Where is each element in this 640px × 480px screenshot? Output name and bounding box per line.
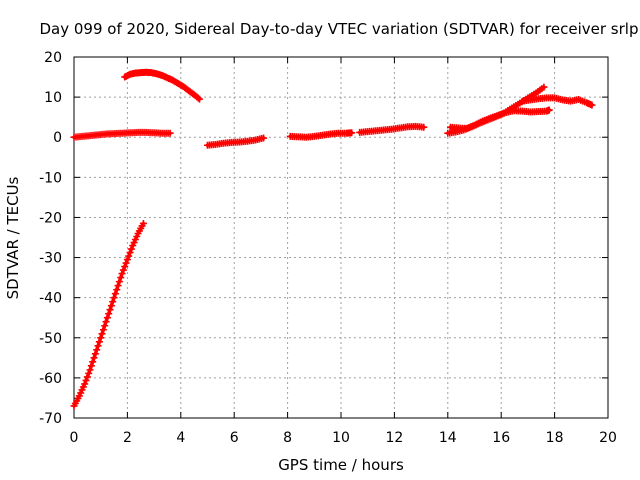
y-tick-label: -60	[39, 371, 62, 387]
data-point	[82, 376, 90, 384]
data-point	[139, 219, 147, 227]
y-tick-label: -40	[39, 291, 62, 307]
x-tick-label: 0	[70, 430, 79, 446]
data-point	[126, 249, 134, 257]
x-tick-label: 6	[230, 430, 239, 446]
data-point	[95, 338, 103, 346]
y-tick-label: -30	[39, 251, 62, 267]
y-tick-label: 10	[44, 90, 62, 106]
y-tick-label: 20	[44, 50, 62, 66]
data-point	[94, 342, 102, 350]
data-point	[102, 318, 110, 326]
axes	[73, 56, 609, 419]
series-arc-1	[70, 219, 147, 410]
data-point	[103, 314, 111, 322]
data-point	[123, 256, 131, 264]
series-arc-5	[286, 129, 356, 141]
data-point	[89, 358, 97, 366]
x-tick-label: 18	[546, 430, 564, 446]
data-point	[86, 366, 94, 374]
grid-lines	[74, 57, 608, 418]
x-tick-label: 14	[439, 430, 457, 446]
plot-border	[73, 56, 609, 419]
y-tick-label: -70	[39, 411, 62, 427]
data-point	[107, 302, 115, 310]
data-point	[166, 129, 174, 137]
data-point	[93, 346, 101, 354]
x-axis-label: GPS time / hours	[278, 456, 404, 474]
y-tick-label: 0	[53, 130, 62, 146]
data-series	[70, 68, 596, 410]
x-tick-label: 8	[283, 430, 292, 446]
data-point	[101, 322, 109, 330]
series-arc-6	[356, 122, 428, 136]
series-arc-8	[446, 106, 553, 132]
data-point	[195, 95, 203, 103]
data-point	[122, 259, 130, 267]
data-point	[127, 245, 135, 253]
data-point	[110, 294, 118, 302]
data-point	[117, 274, 125, 282]
y-tick-label: -10	[39, 170, 62, 186]
data-point	[109, 298, 117, 306]
x-tick-label: 2	[123, 430, 132, 446]
data-point	[91, 350, 99, 358]
data-point	[83, 373, 91, 381]
x-tick-label: 20	[599, 430, 617, 446]
data-point	[87, 362, 95, 370]
data-point	[97, 334, 105, 342]
data-point	[99, 326, 107, 334]
chart-title: Day 099 of 2020, Sidereal Day-to-day VTE…	[40, 20, 639, 38]
data-point	[540, 83, 548, 91]
series-arc-9	[519, 94, 596, 109]
series-arc-3	[70, 128, 174, 141]
data-point	[113, 286, 121, 294]
data-point	[194, 94, 202, 102]
data-point	[118, 270, 126, 278]
y-axis-label: SDTVAR / TECUs	[4, 176, 22, 299]
x-tick-label: 16	[492, 430, 510, 446]
y-tick-label: -50	[39, 331, 62, 347]
data-point	[81, 380, 89, 388]
x-tick-label: 10	[332, 430, 350, 446]
data-point	[106, 306, 114, 314]
data-point	[119, 266, 127, 274]
data-point	[114, 282, 122, 290]
data-point	[85, 369, 93, 377]
data-point	[115, 278, 123, 286]
data-point	[90, 354, 98, 362]
y-tick-label: -20	[39, 210, 62, 226]
data-point	[105, 310, 113, 318]
data-point	[260, 134, 268, 142]
data-point	[125, 252, 133, 260]
data-point	[588, 101, 596, 109]
tick-labels: 0 2 4 6 8 10 12 14 16 18 20 -70 -60 -50 -40 -30 -20 -10 0 1…	[39, 50, 617, 446]
data-point	[420, 123, 428, 131]
data-point	[98, 330, 106, 338]
series-arc-4	[204, 134, 268, 149]
data-point	[545, 106, 553, 114]
data-point	[348, 129, 356, 137]
x-tick-label: 12	[385, 430, 403, 446]
x-tick-label: 4	[176, 430, 185, 446]
data-point	[121, 263, 129, 271]
data-point	[111, 290, 119, 298]
series-arc-2	[121, 68, 203, 103]
